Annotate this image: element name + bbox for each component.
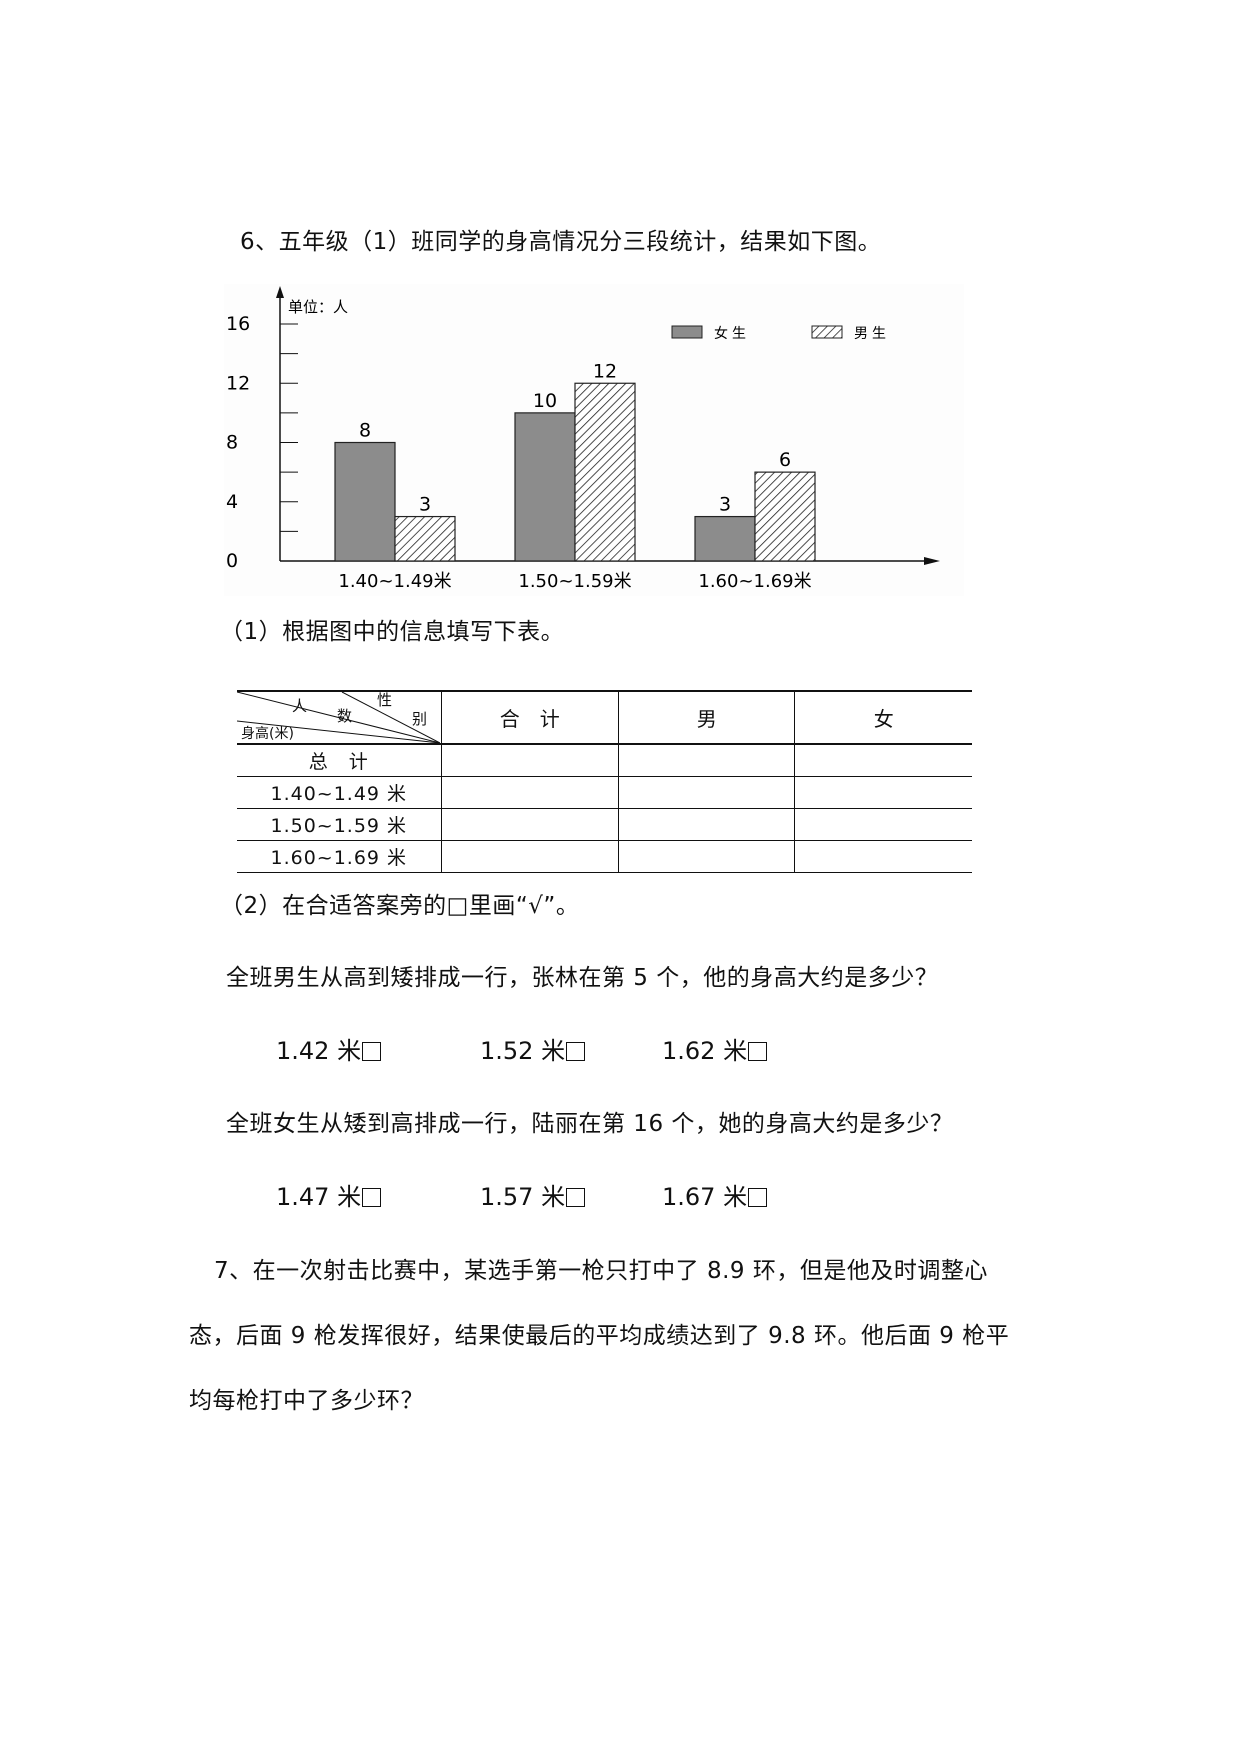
y-tick-label: 16 <box>226 313 250 335</box>
row-label: 1.50~1.59 米 <box>237 808 442 841</box>
bar <box>694 515 756 562</box>
answer-cell[interactable] <box>618 808 795 841</box>
table-header-row: 人 数 性 别 身高(米) 合 计 男 女 <box>237 690 972 745</box>
legend-label: 女生 <box>714 325 750 342</box>
option-label: 1.62 米 <box>662 1037 748 1065</box>
header-count: 数 <box>337 707 353 725</box>
col-girl-header: 女 <box>794 690 972 745</box>
answer-cell[interactable] <box>618 744 795 777</box>
diagonal-lines <box>237 692 440 743</box>
data-label: 3 <box>419 494 431 516</box>
x-axis-arrow <box>924 557 940 565</box>
y-tick-label: 4 <box>226 491 238 513</box>
bar <box>334 441 396 562</box>
answer-cell[interactable] <box>794 744 972 777</box>
col-total-header: 合 计 <box>440 690 619 745</box>
option-label: 1.67 米 <box>662 1183 748 1211</box>
header-people: 人 <box>292 697 308 715</box>
q7-line1: 7、在一次射击比赛中，某选手第一枪只打中了 8.9 环，但是他及时调整心 <box>214 1258 988 1284</box>
table-row: 1.40~1.49 米 <box>237 776 972 809</box>
answer-cell[interactable] <box>618 840 795 873</box>
data-label: 10 <box>533 390 557 412</box>
q6-part2: （2）在合适答案旁的□里画“√”。 <box>220 893 580 919</box>
option-label: 1.42 米 <box>276 1037 362 1065</box>
option[interactable]: 1.47 米 <box>276 1177 382 1212</box>
chart-svg: 0 4 8 12 16 单位：人女生 男生 8 3 1.40~1.49米 10 12 1.50~1.59… <box>226 286 940 592</box>
q7-line3: 均每枪打中了多少环？ <box>189 1388 424 1414</box>
bar <box>394 515 456 562</box>
header-gender: 性 <box>377 691 393 709</box>
answer-cell[interactable] <box>440 776 619 809</box>
answer-cell[interactable] <box>440 744 619 777</box>
checkbox-icon[interactable] <box>748 1188 768 1207</box>
table-row: 总 计 <box>237 744 972 777</box>
option[interactable]: 1.52 米 <box>480 1031 586 1066</box>
bar <box>754 471 816 562</box>
answer-cell[interactable] <box>794 840 972 873</box>
x-tick-label: 1.40~1.49米 <box>338 571 451 592</box>
answer-cell[interactable] <box>440 808 619 841</box>
y-tick-label: 8 <box>226 432 238 454</box>
unit-label: 单位：人 <box>288 298 348 316</box>
checkbox-icon[interactable] <box>362 1188 382 1207</box>
q6-title: 6、五年级（1）班同学的身高情况分三段统计，结果如下图。 <box>240 229 882 255</box>
y-tick-label: 0 <box>226 550 238 572</box>
checkbox-icon[interactable] <box>566 1042 586 1061</box>
option-label: 1.57 米 <box>480 1183 566 1211</box>
data-label: 3 <box>719 494 731 516</box>
row-label: 1.60~1.69 米 <box>237 840 442 873</box>
checkbox-icon[interactable] <box>362 1042 382 1061</box>
q6-sub2-question: 全班女生从矮到高排成一行，陆丽在第 16 个，她的身高大约是多少？ <box>226 1111 954 1137</box>
q7-line2: 态，后面 9 枪发挥很好，结果使最后的平均成绩达到了 9.8 环。他后面 9 枪… <box>189 1323 1010 1349</box>
legend-swatch <box>811 325 843 339</box>
option-label: 1.52 米 <box>480 1037 566 1065</box>
x-tick-label: 1.50~1.59米 <box>518 571 631 592</box>
y-tick-label: 12 <box>226 372 250 394</box>
answer-cell[interactable] <box>794 776 972 809</box>
q6-sub1-question: 全班男生从高到矮排成一行，张林在第 5 个，他的身高大约是多少？ <box>226 965 939 991</box>
data-label: 6 <box>779 449 791 471</box>
answer-cell[interactable] <box>794 808 972 841</box>
q6-part1: （1）根据图中的信息填写下表。 <box>220 619 565 645</box>
y-axis-arrow <box>276 286 284 298</box>
option-label: 1.47 米 <box>276 1183 362 1211</box>
bar <box>574 382 636 562</box>
answer-cell[interactable] <box>440 840 619 873</box>
option[interactable]: 1.42 米 <box>276 1031 382 1066</box>
table-diagonal-header: 人 数 性 别 身高(米) <box>237 690 442 745</box>
legend-swatch <box>671 325 703 339</box>
option[interactable]: 1.67 米 <box>662 1177 768 1212</box>
table-row: 1.60~1.69 米 <box>237 840 972 873</box>
row-label: 总 计 <box>237 744 442 777</box>
checkbox-icon[interactable] <box>748 1042 768 1061</box>
fill-in-table: 人 数 性 别 身高(米) 合 计 男 女 总 计 1.40~1.49 米 1.… <box>237 690 972 873</box>
x-tick-label: 1.60~1.69米 <box>698 571 811 592</box>
option[interactable]: 1.57 米 <box>480 1177 586 1212</box>
answer-cell[interactable] <box>618 776 795 809</box>
row-label: 1.40~1.49 米 <box>237 776 442 809</box>
header-height: 身高(米) <box>241 726 294 742</box>
bar <box>514 412 576 562</box>
col-boy-header: 男 <box>618 690 795 745</box>
height-bar-chart: 0 4 8 12 16 单位：人女生 男生 8 3 1.40~1.49米 10 12 1.50~1.59… <box>224 284 964 596</box>
table-row: 1.50~1.59 米 <box>237 808 972 841</box>
checkbox-icon[interactable] <box>566 1188 586 1207</box>
data-label: 8 <box>359 420 371 442</box>
legend-label: 男生 <box>854 326 890 342</box>
header-gender-2: 别 <box>412 710 428 728</box>
data-label: 12 <box>593 360 617 382</box>
option[interactable]: 1.62 米 <box>662 1031 768 1066</box>
